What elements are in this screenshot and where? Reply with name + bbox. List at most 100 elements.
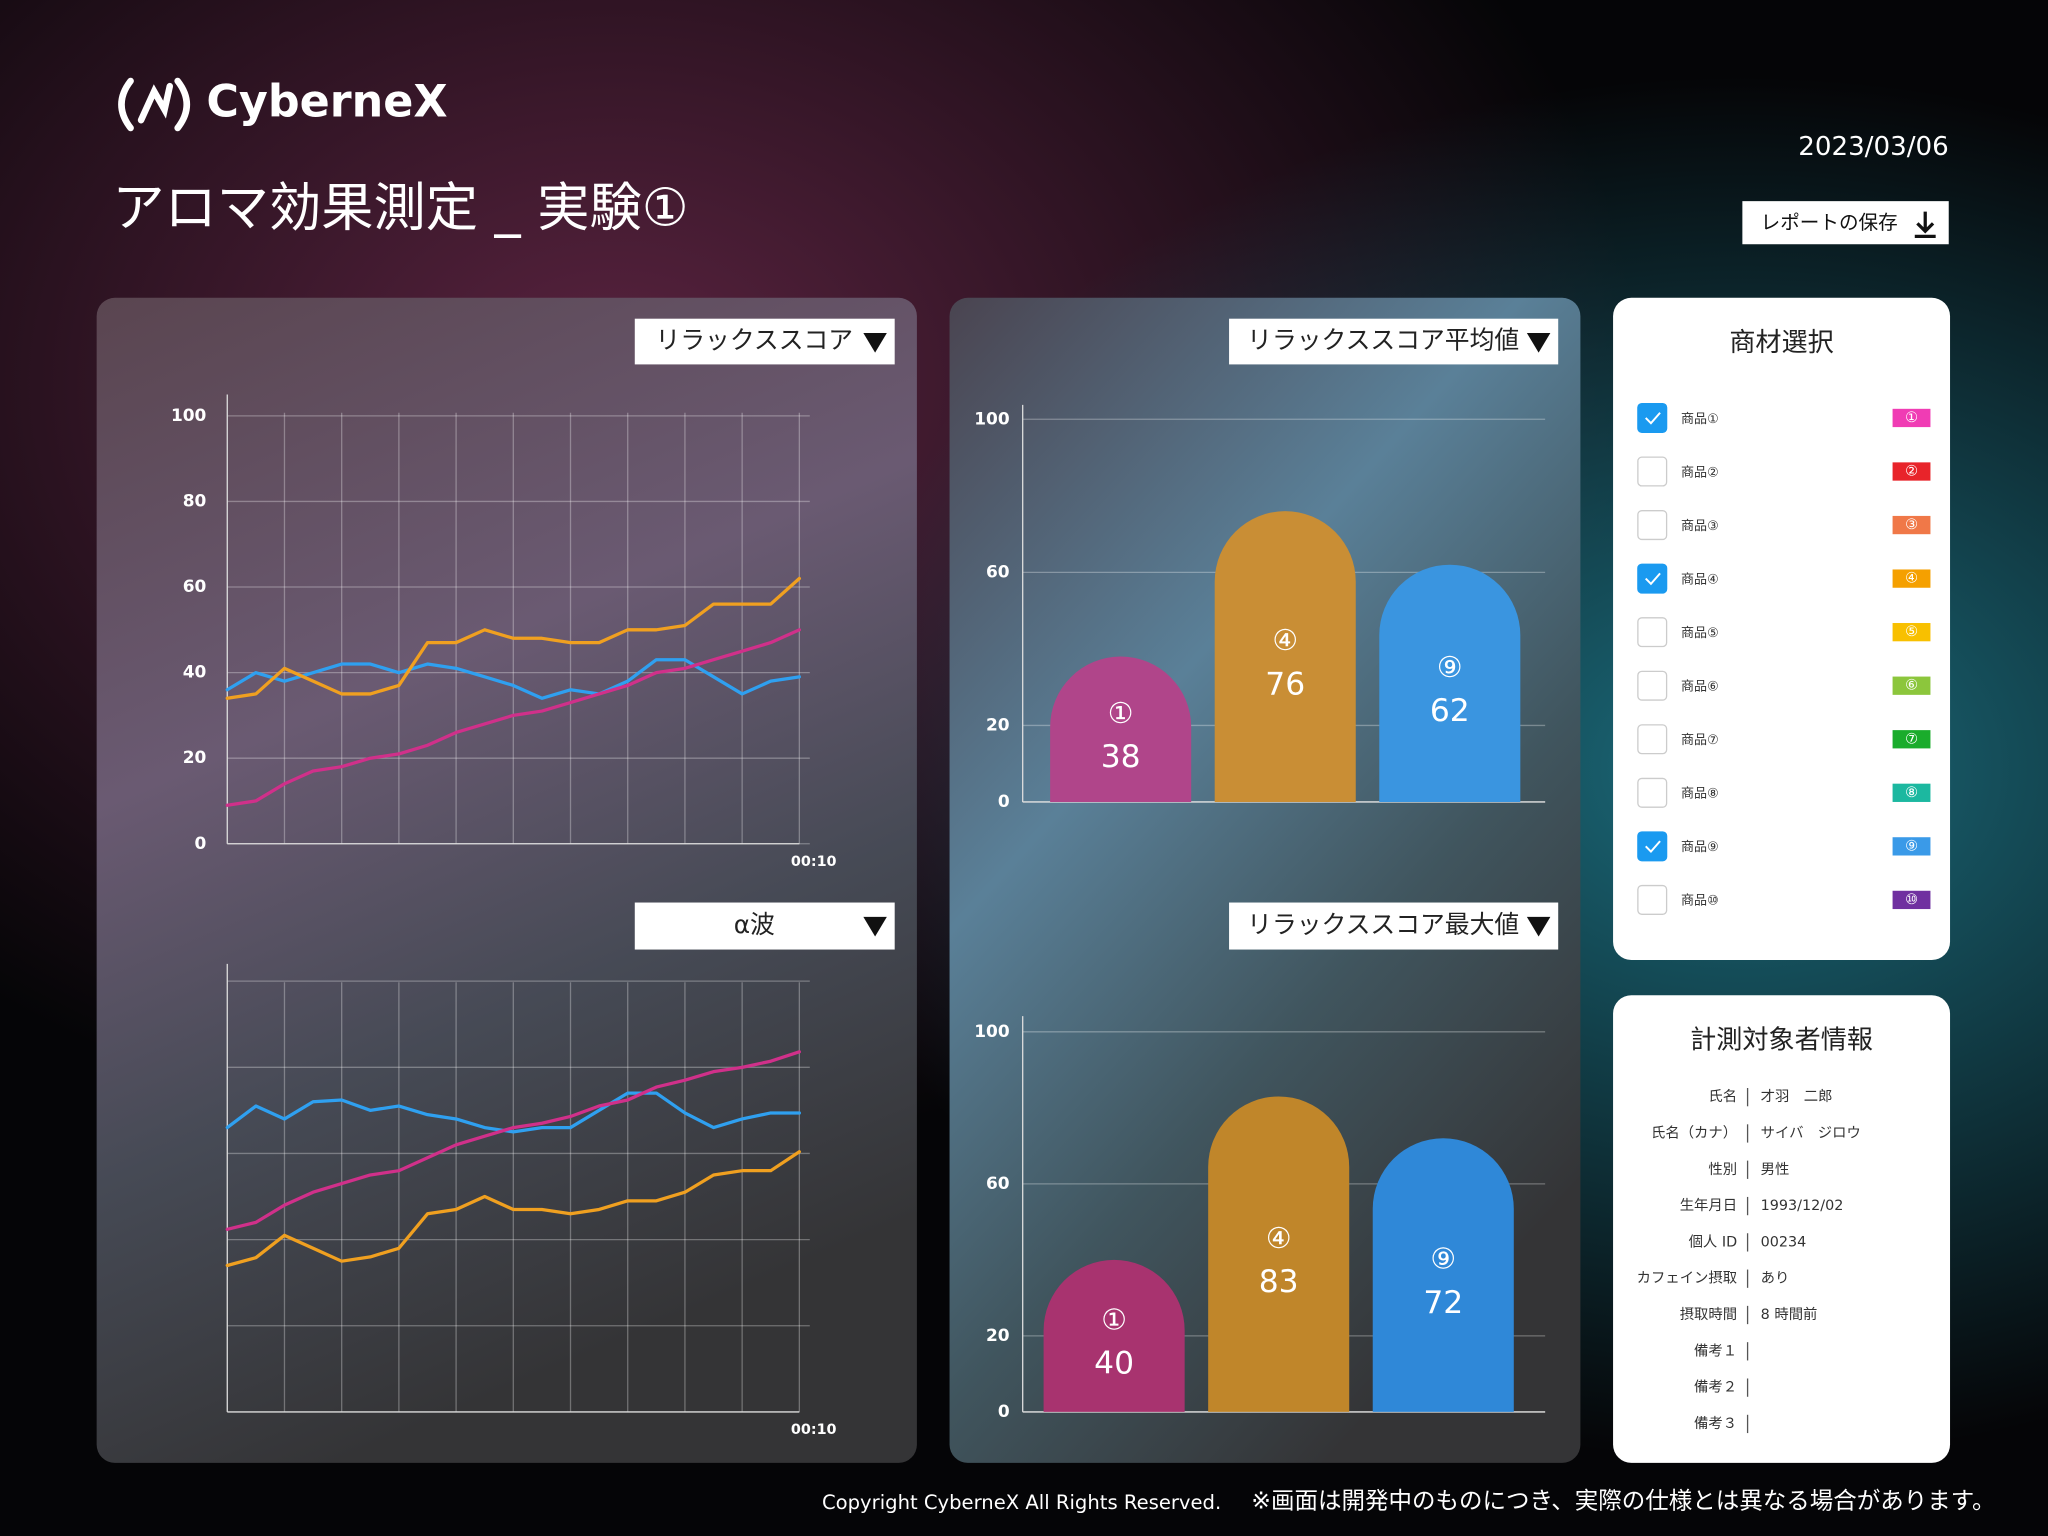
y-tick-label: 20 (183, 748, 207, 768)
checkbox[interactable] (1637, 402, 1668, 433)
dropdown-label[interactable]: リラックススコア (655, 326, 853, 355)
y-tick-label: 80 (183, 491, 207, 511)
info-value: 才羽 二郎 (1761, 1088, 1833, 1105)
info-label: 生年月日 (1680, 1197, 1737, 1214)
y-tick-label: 60 (986, 562, 1010, 582)
page-title: アロマ効果測定 _ 実験① (112, 179, 688, 239)
checkmark[interactable] (1645, 572, 1661, 586)
badge-label: ⑧ (1905, 785, 1918, 801)
bar-value: 38 (1101, 739, 1141, 775)
y-tick-label: 60 (986, 1174, 1010, 1194)
line-series (225, 628, 801, 807)
dropdown-arrow[interactable] (863, 916, 887, 937)
checkmark[interactable] (1645, 840, 1661, 854)
product-badge (1892, 730, 1931, 749)
y-tick-label: 20 (986, 1326, 1010, 1346)
product-badge (1892, 515, 1931, 535)
checkmark[interactable] (1645, 412, 1661, 425)
product-label[interactable]: 商品⑦ (1681, 733, 1719, 748)
product-badge (1892, 837, 1931, 856)
dropdown-label[interactable]: リラックススコア平均値 (1247, 326, 1519, 355)
dropdown-label[interactable]: リラックススコア最大値 (1247, 910, 1519, 939)
bar-value: 83 (1259, 1264, 1299, 1300)
bar-category: ④ (1272, 623, 1298, 657)
save-button[interactable]: レポートの保存 (1742, 201, 1949, 245)
info-label: 性別 (1708, 1161, 1737, 1178)
line-series (225, 1091, 801, 1134)
dropdown[interactable] (634, 902, 895, 950)
bar-value: 76 (1265, 666, 1305, 702)
dropdown-arrow[interactable] (1526, 333, 1551, 353)
y-tick-label: 0 (195, 834, 207, 854)
bar (1214, 511, 1356, 802)
button-bg[interactable] (1742, 201, 1949, 245)
product-badge (1892, 676, 1931, 695)
bar (1050, 656, 1192, 802)
dropdown[interactable] (1229, 318, 1559, 365)
product-badge (1892, 462, 1931, 481)
y-tick-label: 100 (974, 1022, 1009, 1042)
checkbox[interactable] (1637, 670, 1668, 701)
product-label[interactable]: 商品② (1681, 465, 1719, 480)
product-label[interactable]: 商品④ (1681, 572, 1719, 587)
download-icon[interactable] (1914, 211, 1936, 239)
product-label[interactable]: 商品⑤ (1681, 626, 1719, 641)
panel-title: 商材選択 (1729, 328, 1833, 358)
badge-label: ① (1905, 410, 1918, 426)
product-label[interactable]: 商品⑥ (1681, 680, 1719, 695)
button-label[interactable]: レポートの保存 (1761, 211, 1898, 234)
checkbox[interactable] (1637, 510, 1668, 541)
bar-category: ④ (1266, 1221, 1292, 1255)
info-value: 8 時間前 (1761, 1306, 1818, 1323)
product-label[interactable]: 商品③ (1681, 519, 1719, 534)
checkbox[interactable] (1637, 884, 1668, 915)
bar (1208, 1096, 1350, 1412)
product-label[interactable]: 商品① (1681, 412, 1719, 427)
badge-label: ⑦ (1905, 731, 1918, 747)
y-tick-label: 20 (986, 715, 1010, 735)
badge-label: ② (1905, 464, 1918, 480)
info-label: 備考３ (1694, 1415, 1737, 1432)
checkbox[interactable] (1637, 456, 1668, 487)
bar (1379, 564, 1521, 802)
info-label: 氏名（カナ） (1651, 1124, 1737, 1141)
product-label[interactable]: 商品⑩ (1681, 894, 1719, 909)
subject-panel (1613, 995, 1951, 1463)
dropdown[interactable] (634, 318, 895, 365)
badge-label: ⑤ (1905, 624, 1918, 640)
product-badge (1892, 890, 1931, 910)
bar (1043, 1259, 1185, 1412)
bar-category: ① (1101, 1303, 1127, 1337)
disclaimer: ※画面は開発中のものにつき、実際の仕様とは異なる場合があります。 (1251, 1487, 1995, 1515)
info-label: 氏名 (1708, 1088, 1737, 1105)
copyright: Copyright CyberneX All Rights Reserved. (822, 1491, 1221, 1514)
dropdown[interactable] (1229, 902, 1559, 950)
checkbox[interactable] (1637, 831, 1668, 862)
y-tick-label: 60 (183, 577, 207, 597)
checkbox[interactable] (1637, 724, 1668, 755)
x-tick-label: 00:10 (791, 854, 837, 870)
dropdown-arrow[interactable] (863, 333, 887, 353)
panel (96, 297, 917, 1463)
bar-category: ⑨ (1437, 650, 1463, 684)
info-value: サイバ ジロウ (1761, 1124, 1861, 1141)
dropdown-label[interactable]: α波 (734, 910, 775, 939)
product-label[interactable]: 商品⑧ (1681, 787, 1719, 802)
checkbox[interactable] (1637, 563, 1668, 594)
badge-label: ⑨ (1905, 838, 1918, 854)
y-tick-label: 100 (171, 406, 206, 426)
line-series (225, 658, 801, 700)
y-tick-label: 100 (974, 409, 1009, 429)
info-value: 1993/12/02 (1761, 1198, 1844, 1214)
badge-label: ④ (1905, 571, 1918, 587)
product-label[interactable]: 商品⑨ (1681, 840, 1719, 855)
bar-value: 40 (1094, 1346, 1134, 1382)
product-badge (1892, 783, 1931, 802)
line-series (225, 1150, 801, 1268)
info-value: 00234 (1761, 1234, 1807, 1250)
checkbox[interactable] (1637, 617, 1668, 648)
checkbox[interactable] (1637, 777, 1668, 808)
logo-text: CyberneX (206, 76, 447, 127)
dropdown-arrow[interactable] (1526, 916, 1551, 937)
panel-title: 計測対象者情報 (1690, 1025, 1873, 1055)
